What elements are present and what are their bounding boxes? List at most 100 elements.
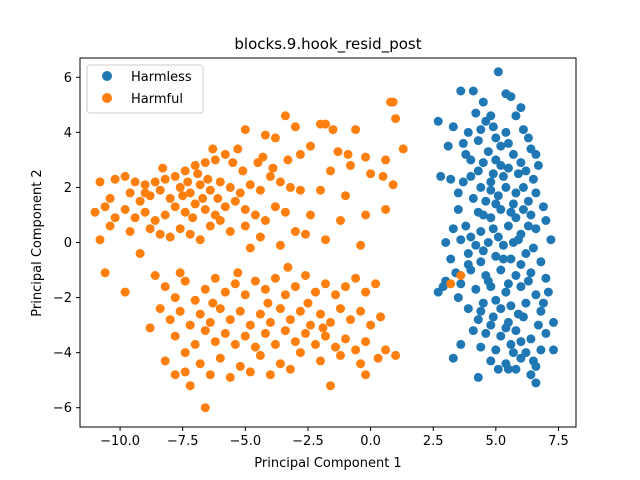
data-point (200, 158, 210, 168)
data-point (225, 315, 235, 325)
data-point (541, 328, 551, 338)
x-tick-label: 0.0 (360, 434, 381, 449)
data-point (285, 315, 295, 325)
y-tick-label: −6 (53, 401, 72, 416)
data-point (516, 353, 526, 363)
data-point (453, 205, 463, 214)
data-point (321, 119, 330, 129)
data-point (501, 287, 511, 297)
data-point (140, 188, 150, 198)
data-point (220, 202, 230, 212)
data-point (523, 221, 533, 231)
data-point (180, 276, 190, 286)
data-point (233, 144, 243, 154)
data-point (213, 193, 223, 203)
data-point (190, 295, 200, 305)
data-point (468, 86, 478, 96)
data-point (260, 328, 270, 338)
data-point (105, 221, 115, 231)
data-point (436, 171, 446, 181)
data-point (531, 149, 541, 159)
data-point (456, 271, 466, 280)
x-tick-label: 7.5 (548, 434, 569, 449)
data-point (501, 182, 511, 192)
data-point (483, 238, 493, 247)
data-point (471, 108, 481, 118)
data-point (230, 339, 240, 349)
data-point (95, 235, 105, 245)
data-point (253, 158, 263, 168)
x-tick-label: −5.0 (230, 434, 262, 449)
data-point (498, 171, 508, 181)
data-point (493, 191, 503, 201)
data-point (150, 177, 160, 187)
data-point (528, 174, 538, 184)
data-point (250, 342, 260, 352)
data-point (381, 155, 391, 165)
data-point (195, 180, 205, 190)
data-point (178, 191, 188, 201)
data-point (516, 103, 526, 113)
data-point (280, 207, 290, 217)
data-point (506, 254, 516, 264)
data-point (361, 287, 371, 297)
data-point (245, 367, 255, 377)
data-point (531, 378, 541, 388)
data-point (478, 210, 488, 220)
data-point (208, 144, 218, 154)
data-point (456, 235, 466, 245)
data-point (165, 193, 175, 203)
data-point (185, 229, 195, 239)
data-point (488, 122, 498, 132)
data-point (468, 326, 478, 336)
data-point (105, 193, 115, 203)
data-point (135, 196, 145, 206)
data-point (526, 268, 536, 278)
data-point (175, 306, 185, 316)
data-point (486, 177, 496, 187)
data-point (270, 202, 280, 212)
data-point (280, 326, 290, 336)
data-point (228, 158, 238, 168)
data-point (215, 304, 225, 314)
y-tick-label: 0 (64, 236, 72, 251)
data-point (526, 334, 536, 344)
data-point (538, 202, 548, 212)
data-point (356, 306, 366, 316)
data-point (145, 224, 155, 234)
data-point (290, 337, 300, 347)
data-point (255, 232, 265, 242)
data-point (378, 171, 388, 181)
chart-title: blocks.9.hook_resid_post (234, 35, 421, 54)
data-point (391, 114, 401, 124)
data-point (150, 271, 160, 280)
data-point (526, 370, 536, 380)
data-point (476, 306, 486, 316)
data-point (265, 171, 275, 181)
data-point (255, 309, 265, 319)
data-point (481, 116, 491, 126)
data-point (180, 166, 190, 176)
data-point (333, 147, 343, 157)
data-point (318, 323, 328, 333)
data-point (526, 210, 536, 220)
x-tick-label: −7.5 (167, 434, 199, 449)
data-point (493, 364, 503, 374)
data-point (301, 271, 310, 280)
y-axis: −6 −4 −2 0 2 4 6 (53, 71, 80, 416)
data-point (346, 315, 355, 325)
data-point (270, 273, 280, 283)
data-point (295, 149, 305, 159)
data-point (458, 177, 468, 187)
data-point (523, 133, 533, 143)
data-point (498, 254, 508, 264)
data-point (301, 229, 310, 239)
data-point (175, 268, 185, 278)
data-point (446, 279, 456, 289)
data-point (110, 213, 120, 223)
data-point (491, 133, 501, 143)
data-point (275, 240, 285, 250)
data-point (130, 177, 140, 187)
data-point (265, 370, 275, 380)
data-point (215, 353, 225, 363)
